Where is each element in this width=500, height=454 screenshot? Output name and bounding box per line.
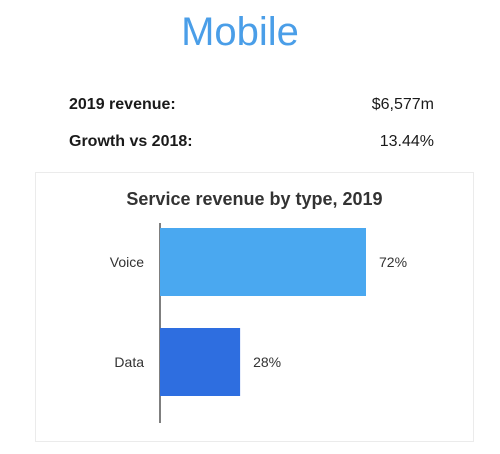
value-label-voice: 72% [379, 254, 407, 270]
page-title: Mobile [181, 10, 299, 54]
bar-data [160, 328, 241, 396]
chart-title: Service revenue by type, 2019 [126, 189, 383, 209]
bar-chart: Voice 72% Data 28% [110, 223, 407, 423]
stat-label-revenue: 2019 revenue: [69, 96, 176, 113]
value-label-data: 28% [253, 354, 281, 370]
bar-voice [160, 228, 366, 296]
stat-value-revenue: $6,577m [371, 96, 434, 113]
chart-card: Service revenue by type, 2019 Voice 72% Da… [35, 172, 474, 442]
stat-value-growth: 13.44% [379, 133, 434, 150]
stat-label-growth: Growth vs 2018: [69, 133, 193, 150]
category-label-voice: Voice [110, 254, 144, 270]
category-label-data: Data [114, 354, 144, 370]
